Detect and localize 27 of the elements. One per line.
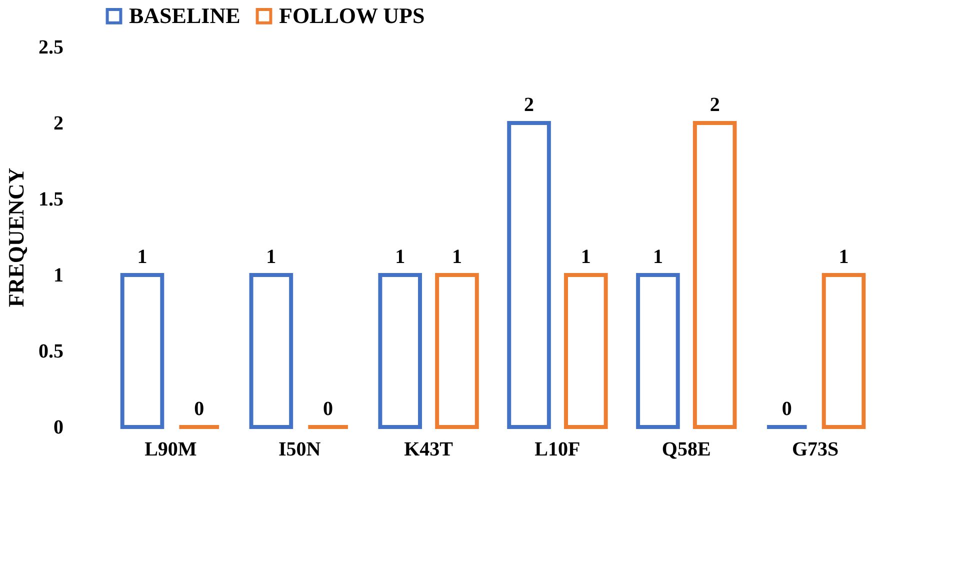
x-tick-label: L10F bbox=[534, 438, 580, 460]
data-label: 1 bbox=[137, 246, 148, 268]
x-tick-label: Q58E bbox=[662, 438, 711, 460]
x-tick-label: K43T bbox=[404, 438, 454, 460]
data-label: 2 bbox=[524, 94, 534, 116]
y-tick-label: 0 bbox=[54, 416, 64, 438]
y-tick-label: 2 bbox=[54, 112, 64, 134]
y-tick-label: 0.5 bbox=[38, 340, 64, 362]
y-tick-label: 1 bbox=[54, 264, 64, 286]
data-label: 1 bbox=[452, 246, 462, 268]
data-label: 0 bbox=[782, 398, 792, 420]
data-label: 1 bbox=[266, 246, 276, 268]
y-tick-label: 2.5 bbox=[38, 36, 64, 58]
data-label: 0 bbox=[194, 398, 204, 420]
data-label: 1 bbox=[580, 246, 591, 268]
x-tick-label: I50N bbox=[278, 438, 322, 460]
data-label: 1 bbox=[838, 246, 849, 268]
data-label: 0 bbox=[323, 398, 334, 420]
data-label: 1 bbox=[652, 246, 663, 268]
x-tick-label: G73S bbox=[792, 438, 839, 460]
y-tick-label: 1.5 bbox=[38, 188, 64, 210]
y-axis-title: FREQUENCY bbox=[4, 168, 28, 308]
legend-label: FOLLOW UPS bbox=[279, 3, 425, 28]
x-tick-label: L90M bbox=[144, 438, 197, 460]
data-label: 1 bbox=[395, 246, 406, 268]
legend-label: BASELINE bbox=[129, 3, 240, 28]
data-label: 2 bbox=[710, 94, 720, 116]
